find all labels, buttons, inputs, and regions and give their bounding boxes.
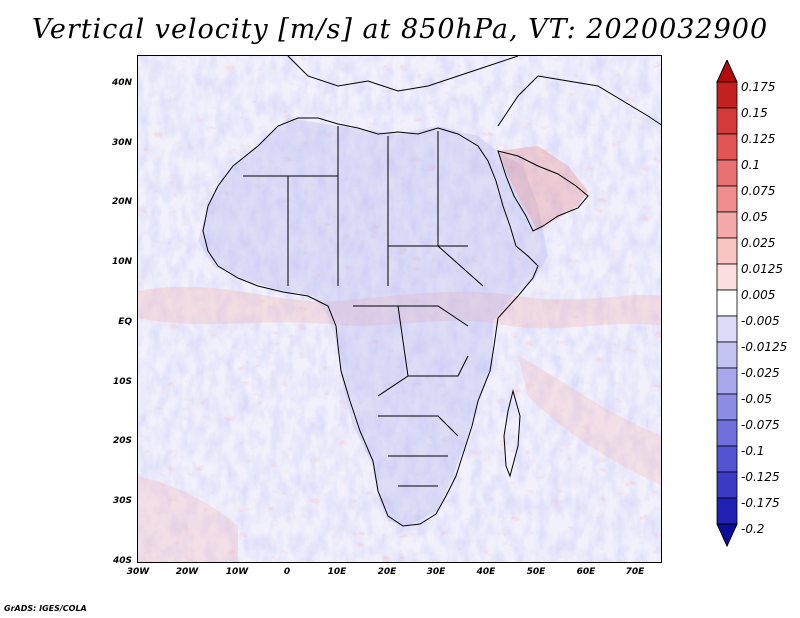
- colorbar-label: 0.15: [741, 106, 768, 120]
- colorbar-top-arrow: [716, 60, 738, 83]
- colorbar-segment: [716, 263, 738, 291]
- x-tick-label: 0: [283, 567, 291, 577]
- colorbar-segment: [716, 315, 738, 343]
- x-tick-label: 40E: [476, 567, 496, 577]
- colorbar: [716, 60, 738, 548]
- colorbar-segment: [716, 497, 738, 525]
- colorbar-label: 0.025: [741, 236, 776, 250]
- x-tick-label: 10W: [225, 567, 249, 577]
- colorbar-segment: [716, 471, 738, 499]
- y-tick-label: 10S: [112, 377, 132, 387]
- colorbar-label: 0.075: [741, 184, 776, 198]
- colorbar-label: -0.0125: [741, 340, 788, 354]
- colorbar-label: -0.2: [741, 522, 765, 536]
- colorbar-segment: [716, 393, 738, 421]
- colorbar-segment: [716, 367, 738, 395]
- x-tick-label: 10E: [327, 567, 347, 577]
- colorbar-label: -0.005: [741, 314, 780, 328]
- map-panel: [137, 55, 662, 563]
- colorbar-segment: [716, 419, 738, 447]
- colorbar-segment: [716, 185, 738, 213]
- colorbar-label: -0.175: [741, 496, 780, 510]
- colorbar-label: -0.025: [741, 366, 780, 380]
- x-tick-label: 70E: [625, 567, 645, 577]
- x-tick-label: 50E: [526, 567, 546, 577]
- map-title: Vertical velocity [m/s] at 850hPa, VT: 2…: [31, 14, 769, 45]
- x-tick-label: 60E: [576, 567, 596, 577]
- colorbar-segment: [716, 159, 738, 187]
- x-tick-label: 30W: [126, 567, 150, 577]
- vertical-velocity-field: [138, 56, 661, 562]
- y-tick-label: 10N: [111, 257, 132, 267]
- y-tick-label: 30N: [111, 138, 132, 148]
- colorbar-label: 0.125: [741, 132, 776, 146]
- colorbar-segment: [716, 211, 738, 239]
- colorbar-label: 0.175: [741, 80, 776, 94]
- colorbar-segment: [716, 81, 738, 109]
- y-tick-label: 40N: [111, 78, 132, 88]
- colorbar-label: -0.125: [741, 470, 780, 484]
- colorbar-label: 0.05: [741, 210, 768, 224]
- y-tick-label: 40S: [112, 556, 132, 566]
- y-tick-label: 20S: [112, 436, 132, 446]
- colorbar-segment: [716, 133, 738, 161]
- colorbar-label: 0.1: [741, 158, 761, 172]
- colorbar-segment: [716, 341, 738, 369]
- y-tick-label: 20N: [111, 197, 132, 207]
- x-tick-label: 20W: [175, 567, 199, 577]
- colorbar-bottom-arrow: [716, 523, 738, 548]
- colorbar-segment: [716, 445, 738, 473]
- x-tick-label: 20E: [377, 567, 397, 577]
- colorbar-segment: [716, 107, 738, 135]
- x-tick-label: 30E: [426, 567, 446, 577]
- colorbar-label: 0.005: [741, 288, 776, 302]
- colorbar-segment: [716, 289, 738, 317]
- colorbar-label: 0.0125: [741, 262, 783, 276]
- credit-text: GrADS: IGES/COLA: [4, 604, 87, 613]
- y-tick-label: EQ: [118, 317, 132, 327]
- colorbar-segment: [716, 237, 738, 265]
- y-tick-label: 30S: [112, 496, 132, 506]
- colorbar-label: -0.05: [741, 392, 773, 406]
- colorbar-label: -0.1: [741, 444, 765, 458]
- colorbar-label: -0.075: [741, 418, 780, 432]
